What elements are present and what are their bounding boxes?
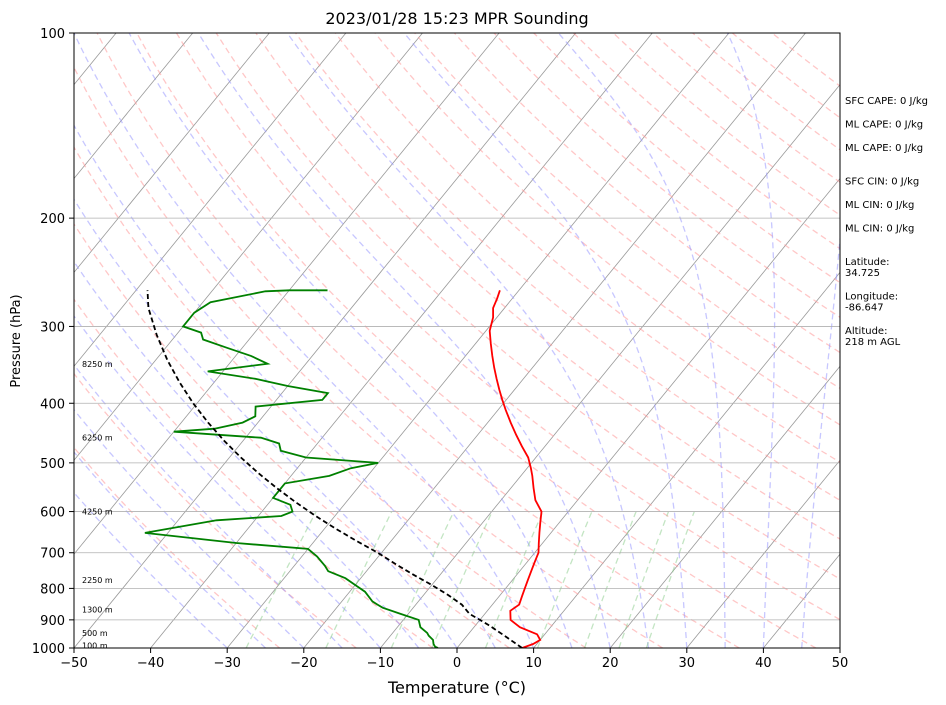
y-tick-label: 300 xyxy=(40,320,65,335)
x-tick-label: 30 xyxy=(679,656,696,671)
moist-adiabat-line xyxy=(197,33,611,648)
height-label: 4250 m xyxy=(82,508,113,517)
isotherm-line xyxy=(74,33,577,648)
x-tick-label: 10 xyxy=(525,656,542,671)
y-axis-ticks: 100 200 300 400 500 600 700 800 900 1000 xyxy=(32,27,74,657)
height-labels: 100 m 500 m 1300 m 2250 m 4250 m 6250 m 8250 m xyxy=(82,360,113,651)
dry-adiabat-line xyxy=(74,222,510,648)
x-tick-label: −20 xyxy=(290,656,317,671)
dry-adiabat-line xyxy=(74,66,664,648)
dry-adiabat-line xyxy=(74,298,434,648)
y-tick-label: 600 xyxy=(40,506,65,521)
isotherm-line xyxy=(456,177,840,648)
isotherm-line xyxy=(74,33,270,274)
dry-adiabat-line xyxy=(74,372,357,648)
parcel-profile-line xyxy=(146,290,523,648)
y-tick-label: 1000 xyxy=(32,642,65,657)
mixing-ratio-line xyxy=(325,511,393,648)
isotherm-line xyxy=(303,33,806,648)
dry-adiabat-line xyxy=(255,33,840,540)
moist-adiabat-line xyxy=(74,408,305,648)
dry-adiabat-line xyxy=(453,33,840,354)
isotherm-line xyxy=(380,83,840,648)
isotherm-line xyxy=(533,271,840,648)
x-tick-label: 20 xyxy=(602,656,619,671)
pressure-gridlines xyxy=(74,33,840,648)
annotation-text: Altitude: 218 m AGL xyxy=(845,326,901,348)
dewpoint-profile-line xyxy=(144,289,439,648)
dry-adiabat-line xyxy=(175,33,840,621)
x-tick-label: 40 xyxy=(755,656,772,671)
moist-adiabat-line xyxy=(74,124,496,648)
height-label: 1300 m xyxy=(82,605,113,614)
series-layer xyxy=(144,289,543,648)
height-label: 8250 m xyxy=(82,360,113,369)
x-axis-ticks: −50 −40 −30 −20 −10 0 10 20 30 40 50 xyxy=(60,648,848,671)
dry-adiabat-line xyxy=(96,33,740,648)
dry-adiabat-line xyxy=(74,446,281,648)
dry-adiabat-line xyxy=(493,33,840,319)
height-label: 100 m xyxy=(82,641,108,650)
y-axis-label: Pressure (hPa) xyxy=(9,294,24,387)
sounding-annotations: SFC CAPE: 0 J/kg ML CAPE: 0 J/kg ML CAPE: … xyxy=(845,96,928,348)
isotherm-line xyxy=(150,33,653,648)
annotation-text: Latitude: 34.725 xyxy=(845,257,890,279)
y-tick-label: 100 xyxy=(40,27,65,42)
isotherm-line xyxy=(74,33,194,180)
annotation-text: ML CIN: 0 J/kg xyxy=(845,200,914,211)
isotherm-line xyxy=(74,33,500,555)
moist-adiabat-line xyxy=(74,363,343,648)
annotation-text: ML CIN: 0 J/kg xyxy=(845,224,914,235)
isotherm-line xyxy=(74,33,423,461)
annotation-text: ML CAPE: 0 J/kg xyxy=(845,120,923,131)
dry-adiabat-line xyxy=(136,33,817,648)
y-tick-label: 900 xyxy=(40,614,65,629)
isotherm-line xyxy=(686,459,840,648)
dry-adiabat-line xyxy=(215,33,840,580)
height-label: 6250 m xyxy=(82,434,113,443)
x-tick-label: −10 xyxy=(367,656,394,671)
height-label: 2250 m xyxy=(82,576,113,585)
isotherm-line xyxy=(609,365,840,648)
moist-adiabat-line xyxy=(74,314,381,648)
dry-adiabat-line xyxy=(74,145,587,648)
moist-adiabat-line xyxy=(801,231,840,648)
annotation-text: Longitude: -86.647 xyxy=(845,292,898,314)
isotherm-line xyxy=(74,33,347,367)
moist-adiabat-line xyxy=(403,33,688,648)
annotation-text: SFC CAPE: 0 J/kg xyxy=(845,96,928,107)
x-tick-label: −50 xyxy=(60,656,87,671)
dry-adiabat-line xyxy=(414,33,840,390)
y-tick-label: 400 xyxy=(40,397,65,412)
y-tick-label: 200 xyxy=(40,212,65,227)
dry-adiabat-line xyxy=(295,33,840,501)
moist-adiabat-line xyxy=(74,198,458,648)
height-label: 500 m xyxy=(82,629,108,638)
mixing-ratio-line xyxy=(245,511,317,648)
x-tick-label: 50 xyxy=(832,656,849,671)
chart-title: 2023/01/28 15:23 MPR Sounding xyxy=(325,9,588,28)
x-tick-label: −30 xyxy=(213,656,240,671)
moist-adiabat-line xyxy=(286,33,650,648)
y-tick-label: 700 xyxy=(40,547,65,562)
x-tick-label: −40 xyxy=(137,656,164,671)
moist-adiabat-line xyxy=(128,33,573,648)
background-lines xyxy=(74,33,840,648)
x-axis-label: Temperature (°C) xyxy=(387,678,526,697)
y-tick-label: 500 xyxy=(40,457,65,472)
temperature-profile-line xyxy=(488,290,543,648)
moist-adiabat-line xyxy=(726,33,776,648)
moist-adiabat-line xyxy=(74,451,266,648)
y-tick-label: 800 xyxy=(40,582,65,597)
isotherm-line xyxy=(226,33,730,648)
x-tick-label: 0 xyxy=(453,656,461,671)
moist-adiabat-line xyxy=(557,33,726,648)
moist-adiabat-line xyxy=(74,491,228,648)
annotation-text: SFC CIN: 0 J/kg xyxy=(845,177,919,188)
annotation-text: ML CAPE: 0 J/kg xyxy=(845,143,923,154)
